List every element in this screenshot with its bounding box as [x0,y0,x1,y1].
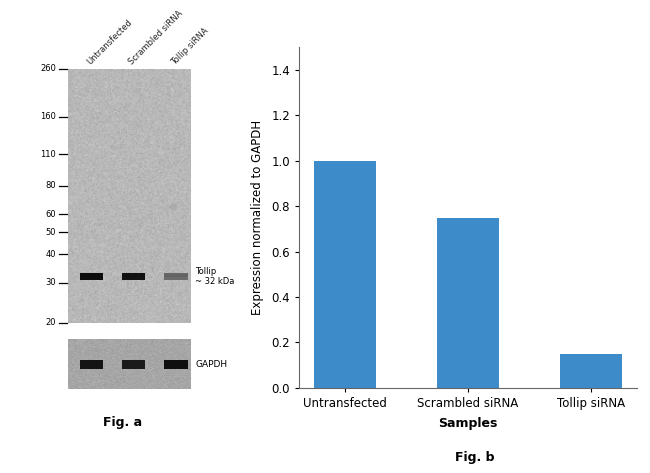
Bar [122,360,146,369]
Y-axis label: Expression normalized to GAPDH: Expression normalized to GAPDH [252,120,265,315]
Bar [80,272,103,280]
Bar [164,272,188,273]
Text: Tollip
~ 32 kDa: Tollip ~ 32 kDa [195,267,235,286]
Bar [80,275,103,276]
Text: 30: 30 [46,278,56,287]
Bar [164,275,188,276]
Text: 260: 260 [40,64,56,73]
Bar [122,275,146,276]
Text: 110: 110 [40,149,56,158]
Bar [80,360,103,369]
Text: Scrambled siRNA: Scrambled siRNA [127,9,185,67]
Text: Fig. b: Fig. b [455,451,494,464]
Bar [122,272,146,273]
Bar [164,274,188,275]
Bar [437,218,499,388]
Bar [164,272,188,280]
Text: GAPDH: GAPDH [195,360,228,369]
Bar [164,360,188,369]
Bar [122,274,146,275]
Bar [164,273,188,274]
Text: 160: 160 [40,113,56,122]
Text: 80: 80 [46,181,56,190]
Text: Fig. a: Fig. a [103,416,142,429]
Bar [80,274,103,275]
Bar [315,161,376,388]
Bar [80,273,103,274]
Bar [560,354,621,388]
Text: 50: 50 [46,228,56,236]
X-axis label: Samples: Samples [438,417,498,430]
Text: Tollip siRNA: Tollip siRNA [170,26,211,67]
Bar [122,273,146,274]
Bar [80,272,103,273]
Text: Untransfected: Untransfected [85,18,134,67]
Text: 60: 60 [46,210,56,219]
Text: 40: 40 [46,250,56,259]
Bar [122,272,146,280]
Text: 20: 20 [46,318,56,327]
